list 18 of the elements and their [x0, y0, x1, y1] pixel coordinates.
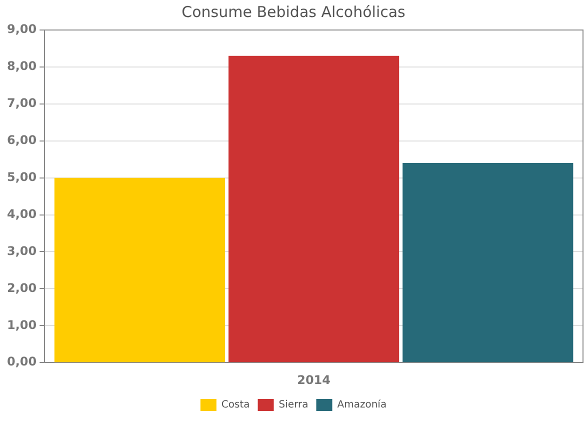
bar — [54, 178, 226, 362]
chart-title: Consume Bebidas Alcohólicas — [182, 2, 406, 21]
y-tick-label: 0,00 — [7, 354, 37, 369]
y-tick-label: 9,00 — [7, 22, 37, 36]
bar — [228, 56, 400, 362]
y-tick-label: 1,00 — [7, 318, 37, 332]
y-tick-label: 7,00 — [7, 96, 37, 110]
legend-label: Costa — [221, 400, 250, 411]
y-tick-label: 4,00 — [7, 206, 37, 221]
y-tick-label: 8,00 — [7, 59, 37, 74]
y-tick-label: 2,00 — [7, 280, 37, 295]
legend-label: Sierra — [278, 400, 308, 411]
y-tick-label: 5,00 — [7, 170, 37, 184]
x-tick-label: 2014 — [297, 372, 331, 387]
bar — [402, 163, 574, 362]
legend-label: Amazonía — [337, 400, 387, 411]
y-tick-label: 3,00 — [7, 244, 37, 258]
y-tick-label: 6,00 — [7, 132, 37, 147]
